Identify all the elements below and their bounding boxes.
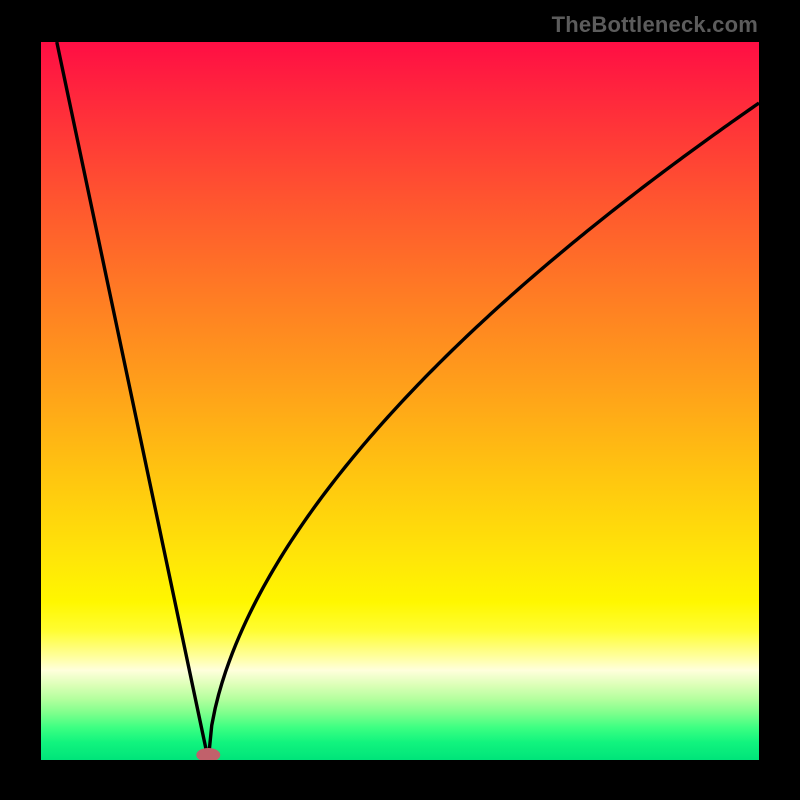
gradient-background [41,42,759,760]
chart-container: TheBottleneck.com [0,0,800,800]
plot-area [41,42,759,760]
plot-svg [41,42,759,760]
watermark-text: TheBottleneck.com [552,12,758,38]
